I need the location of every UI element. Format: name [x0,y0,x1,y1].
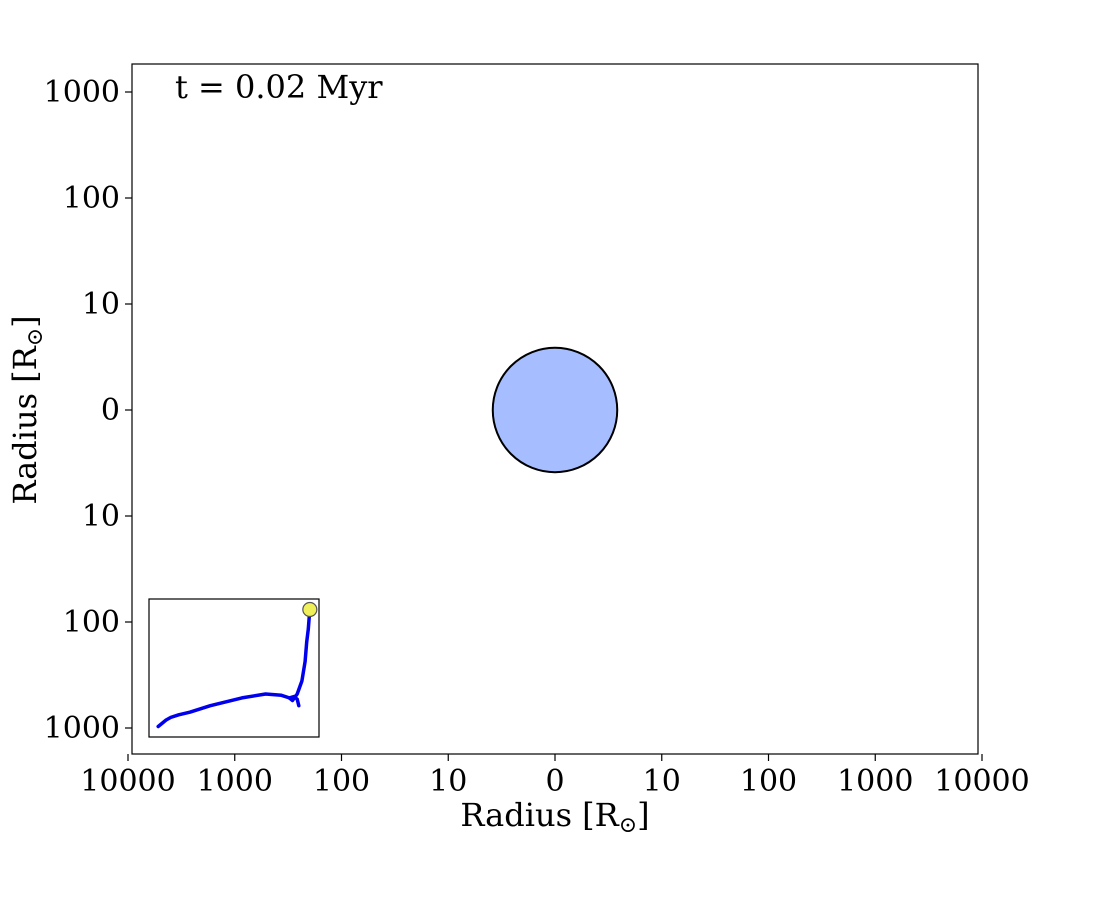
y-tick-label: 0 [101,393,120,428]
y-tick-label: 1000 [44,75,120,110]
x-tick-label: 1000 [837,764,913,799]
inset-evolution-track [156,607,312,729]
y-tick-label: 100 [63,181,120,216]
sun-symbol: ⊙ [23,328,48,346]
y-tick-label: 10 [82,287,120,322]
y-axis-label-close: ] [6,315,44,327]
x-tick-label: 0 [545,764,564,799]
x-tick-label: 10 [429,764,467,799]
sun-symbol: ⊙ [619,813,637,838]
y-axis-label: Radius [R⊙] [6,315,48,504]
x-axis-label-close: ] [637,796,649,834]
inset-current-position-marker [302,601,318,618]
y-axis-label-text: Radius [R [6,345,44,504]
x-axis-label: Radius [R⊙] [460,796,649,838]
x-tick-label: 10000 [80,764,175,799]
x-axis-label-text: Radius [R [460,796,619,834]
inset-track-hook [287,694,301,708]
inset-panel [148,598,320,738]
y-tick-label: 1000 [44,711,120,746]
x-tick-label: 10000 [934,764,1029,799]
time-annotation: t = 0.02 Myr [175,68,383,106]
x-tick-label: 100 [313,764,370,799]
y-tick-label: 100 [63,605,120,640]
x-tick-label: 10 [643,764,681,799]
y-tick-label: 10 [82,499,120,534]
x-tick-label: 1000 [197,764,273,799]
star-disk [491,346,619,474]
x-axis: 10000 1000 100 10 0 10 100 1000 10000 [80,754,1030,799]
x-tick-label: 100 [740,764,797,799]
